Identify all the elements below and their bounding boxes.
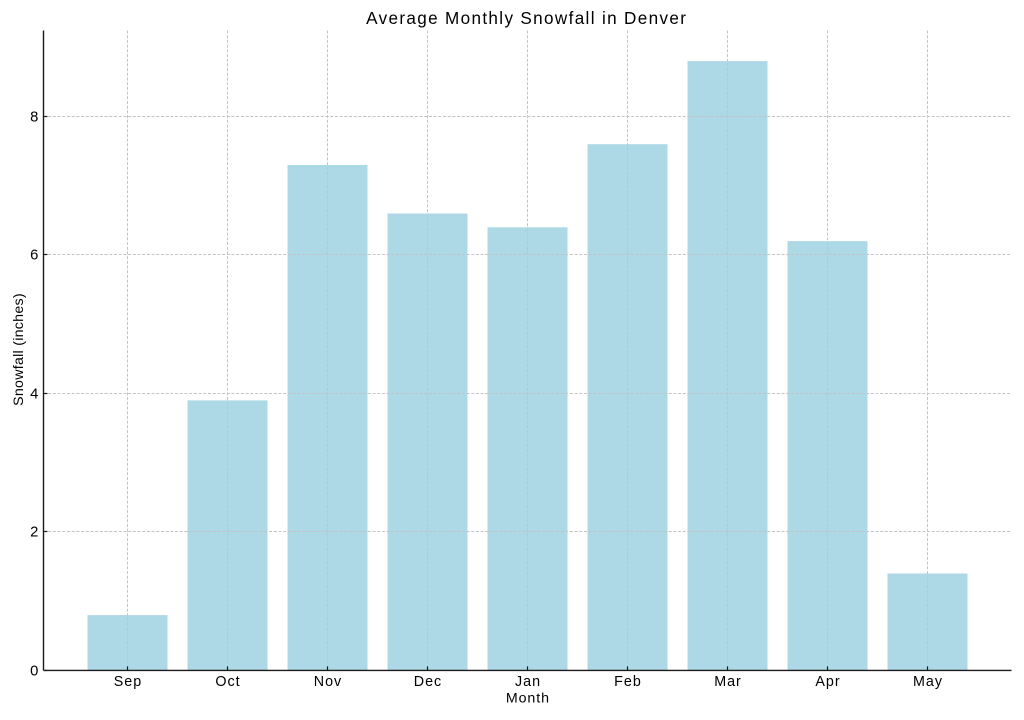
svg-text:Jan: Jan bbox=[515, 674, 541, 690]
svg-text:Snowfall (inches): Snowfall (inches) bbox=[11, 293, 27, 406]
svg-text:2: 2 bbox=[30, 525, 38, 541]
svg-text:8: 8 bbox=[30, 110, 38, 126]
svg-text:May: May bbox=[913, 674, 943, 690]
svg-text:Oct: Oct bbox=[215, 674, 240, 690]
svg-text:6: 6 bbox=[30, 248, 38, 264]
svg-text:Month: Month bbox=[506, 690, 550, 706]
svg-text:Nov: Nov bbox=[314, 674, 342, 690]
svg-text:Apr: Apr bbox=[815, 674, 840, 690]
svg-text:Sep: Sep bbox=[114, 674, 142, 690]
svg-text:Average Monthly Snowfall in De: Average Monthly Snowfall in Denver bbox=[366, 9, 687, 28]
svg-text:Dec: Dec bbox=[414, 674, 442, 690]
svg-text:Mar: Mar bbox=[714, 674, 742, 690]
svg-text:0: 0 bbox=[30, 664, 38, 680]
svg-text:Feb: Feb bbox=[614, 674, 642, 690]
svg-text:4: 4 bbox=[30, 387, 38, 403]
